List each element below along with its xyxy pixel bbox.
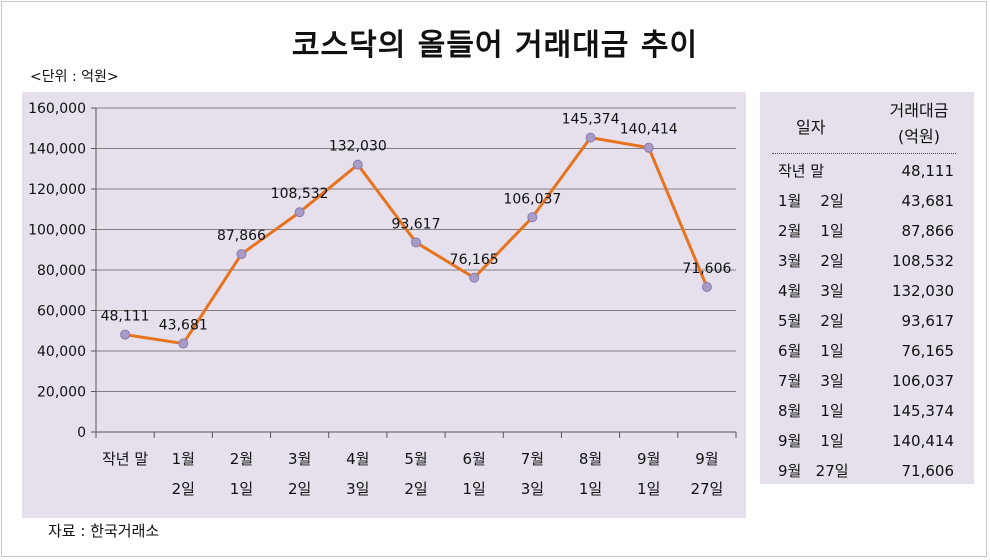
data-label: 48,111: [101, 309, 150, 325]
table-cell-date: 9월 27일: [778, 462, 849, 480]
table-cell-value: 140,414: [891, 432, 954, 450]
table-cell-date: 3월 2일: [778, 252, 844, 270]
x-tick-label: 3일: [346, 480, 369, 498]
table-row: 2월 1일 87,866: [778, 216, 954, 246]
table-cell-date: 9월 1일: [778, 432, 844, 450]
y-tick-label: 40,000: [37, 344, 86, 360]
table-row: 9월 1일 140,414: [778, 426, 954, 456]
x-tick-label: 작년 말: [102, 450, 148, 468]
table-header-date: 일자: [796, 118, 826, 137]
data-label: 87,866: [217, 228, 266, 244]
table-cell-value: 108,532: [891, 252, 954, 270]
table-row: 6월 1일 76,165: [778, 336, 954, 366]
x-tick-label: 3월: [288, 450, 311, 468]
x-tick-label: 9월: [637, 450, 660, 468]
y-tick-label: 120,000: [28, 182, 86, 198]
table-cell-value: 71,606: [901, 462, 955, 480]
table-row: 1월 2일 43,681: [778, 186, 954, 216]
table-cell-date: 1월 2일: [778, 192, 844, 210]
table-cell-date: 4월 3일: [778, 282, 844, 300]
table-cell-value: 48,111: [901, 162, 955, 180]
x-tick-label: 2일: [288, 480, 311, 498]
data-point: [294, 207, 305, 218]
x-tick-label: 1일: [230, 480, 253, 498]
x-tick-label: 8월: [579, 450, 602, 468]
data-point: [236, 249, 247, 260]
table-row: 4월 3일 132,030: [778, 276, 954, 306]
data-point: [527, 212, 538, 223]
x-tick-label: 1월: [172, 450, 195, 468]
table-cell-date: 6월 1일: [778, 342, 844, 360]
data-label: 108,532: [271, 186, 329, 202]
table-row: 작년 말 48,111: [778, 156, 954, 186]
table-header-divider: [772, 153, 956, 154]
x-tick-label: 1일: [637, 480, 660, 498]
table-cell-value: 93,617: [901, 312, 955, 330]
x-tick-label: 5월: [404, 450, 427, 468]
table-cell-value: 87,866: [901, 222, 955, 240]
table-cell-value: 132,030: [891, 282, 954, 300]
data-point: [411, 237, 421, 248]
unit-label: <단위 : 억원>: [30, 69, 119, 85]
x-tick-label: 1일: [463, 480, 486, 498]
table-cell-date: 7월 3일: [778, 372, 844, 390]
y-tick-label: 80,000: [37, 263, 86, 279]
table-cell-date: 2월 1일: [778, 222, 844, 240]
table-header-amount-label: 거래대금: [889, 101, 949, 120]
y-tick-label: 160,000: [28, 101, 86, 117]
data-point: [469, 272, 480, 283]
y-tick-label: 20,000: [37, 385, 86, 401]
table-row: 8월 1일 145,374: [778, 396, 954, 426]
table-header-amount: 거래대금 (억원): [874, 98, 964, 150]
data-label: 140,414: [620, 122, 678, 138]
line-chart: 0 20,000 40,000 60,000 80,000 100,000 120,000 1…: [28, 101, 737, 498]
x-tick-label: 6월: [463, 450, 486, 468]
chart-title: 코스닥의 올들어 거래대금 추이: [291, 28, 699, 63]
table-row: 5월 2일 93,617: [778, 306, 954, 336]
data-point: [585, 132, 596, 143]
y-tick-label: 60,000: [37, 304, 86, 320]
table-cell-date: 5월 2일: [778, 312, 844, 330]
x-tick-label: 2월: [230, 450, 253, 468]
table-row: 3월 2일 108,532: [778, 246, 954, 276]
table-header-amount-unit: (억원): [898, 127, 940, 146]
data-point: [701, 281, 712, 292]
data-label: 43,681: [159, 318, 208, 334]
table-cell-value: 43,681: [901, 192, 955, 210]
x-tick-label: 2일: [404, 480, 427, 498]
table-row: 9월 27일 71,606: [778, 456, 954, 486]
data-table: 일자 거래대금 (억원) 작년 말 48,111 1월 2일 43,681 2월 1일 8…: [760, 92, 974, 484]
data-point: [352, 159, 363, 170]
table-cell-date: 작년 말: [778, 162, 825, 180]
data-label: 71,606: [682, 261, 731, 277]
data-label: 93,617: [392, 216, 441, 232]
table-cell-value: 106,037: [891, 372, 954, 390]
x-tick-label: 7월: [521, 450, 544, 468]
data-label: 106,037: [503, 191, 561, 207]
x-tick-label: 4월: [346, 450, 369, 468]
x-tick-label: 9월: [695, 450, 718, 468]
data-label: 132,030: [329, 139, 387, 155]
table-cell-value: 76,165: [901, 342, 955, 360]
table-row: 7월 3일 106,037: [778, 366, 954, 396]
y-tick-label: 0: [77, 425, 86, 441]
table-cell-value: 145,374: [891, 402, 954, 420]
y-tick-label: 100,000: [28, 223, 86, 239]
data-label: 145,374: [562, 112, 620, 128]
chart-panel: 0 20,000 40,000 60,000 80,000 100,000 120,000 1…: [22, 92, 746, 518]
source-note: 자료 : 한국거래소: [48, 522, 160, 540]
x-tick-label: 1일: [579, 480, 602, 498]
x-tick-label: 27일: [690, 480, 723, 498]
x-tick-label: 3일: [521, 480, 544, 498]
data-point: [178, 338, 189, 349]
data-point: [643, 142, 654, 153]
y-tick-label: 140,000: [28, 142, 86, 158]
table-cell-date: 8월 1일: [778, 402, 844, 420]
x-tick-label: 2일: [172, 480, 195, 498]
data-label: 76,165: [450, 252, 499, 268]
data-point: [120, 329, 131, 340]
